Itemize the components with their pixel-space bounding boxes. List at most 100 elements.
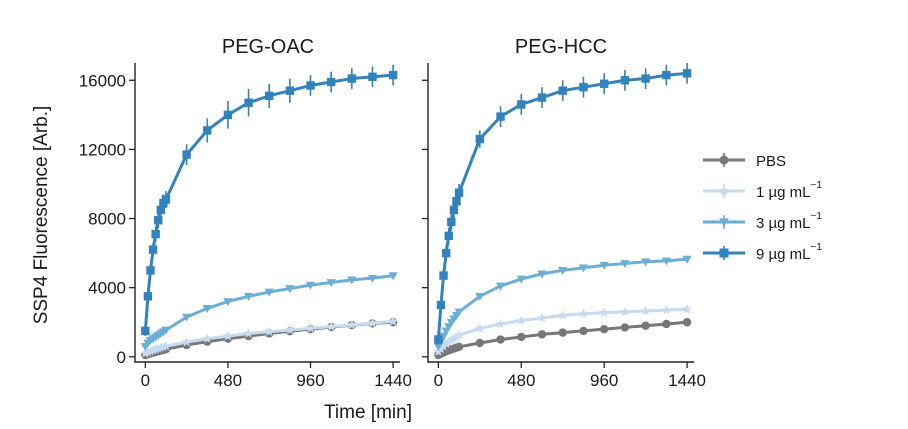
axis-lines [427, 63, 694, 363]
data-point [496, 335, 505, 344]
series-1ug [140, 316, 399, 358]
data-point [641, 258, 651, 267]
panel-peg-oac: PEG-OAC 0 4000 8000 12000 16000 0 480 960 1440 [79, 36, 412, 390]
x-tick-label: 1440 [668, 371, 706, 390]
data-point [452, 197, 461, 206]
data-point [443, 336, 454, 347]
series-9ug [141, 64, 398, 337]
data-point [447, 217, 456, 227]
data-point [495, 318, 506, 329]
data-point [448, 333, 459, 343]
data-point [243, 292, 254, 301]
data-point [682, 304, 693, 314]
x-tick-label: 960 [296, 371, 324, 390]
data-point [558, 86, 567, 95]
data-point [537, 330, 547, 339]
data-point [145, 346, 156, 356]
data-point [264, 326, 275, 336]
data-point [517, 100, 526, 109]
data-point [662, 70, 671, 80]
legend-item-3ug: 3 µg mL−1 [703, 211, 822, 232]
data-point [154, 216, 163, 225]
data-point [599, 307, 610, 317]
data-point [454, 329, 465, 340]
data-point [433, 346, 444, 356]
legend-marker [718, 185, 730, 196]
x-axis-title: Time [min] [324, 402, 412, 423]
data-point [181, 336, 192, 347]
data-point [388, 316, 399, 326]
data-point [161, 326, 171, 335]
data-point [441, 338, 452, 349]
data-point [557, 310, 568, 320]
data-point [223, 110, 233, 120]
data-point [620, 76, 630, 85]
data-point [558, 267, 568, 276]
data-point [223, 298, 233, 307]
data-point [368, 72, 377, 82]
legend-label: PBS [756, 153, 786, 170]
data-point [434, 335, 443, 344]
data-point [475, 134, 485, 144]
data-point [496, 112, 505, 121]
data-point [305, 323, 316, 333]
data-point [203, 126, 212, 135]
legend-item-1ug: 1 µg mL−1 [703, 180, 822, 201]
data-point [156, 205, 166, 215]
legend-item-9ug: 9 µg mL−1 [703, 242, 822, 263]
x-tick-label: 0 [434, 371, 443, 390]
data-point [537, 270, 547, 279]
data-point [142, 347, 153, 357]
data-point [146, 266, 155, 275]
data-point [265, 91, 274, 101]
data-point [244, 98, 253, 107]
data-point [578, 308, 589, 318]
data-point [182, 313, 192, 322]
data-point [161, 195, 171, 204]
x-tick-label: 480 [507, 371, 535, 390]
data-point [495, 282, 506, 291]
data-point [444, 231, 453, 241]
x-tick-label: 960 [590, 371, 618, 390]
x-tick-label: 0 [141, 371, 150, 390]
data-point [641, 74, 650, 83]
data-point [454, 342, 464, 351]
x-tick-label: 480 [214, 371, 242, 390]
data-point [367, 317, 378, 328]
data-point [326, 321, 337, 331]
data-point [517, 332, 526, 342]
data-point [682, 255, 692, 264]
y-axis-title: SSP4 Fluorescence [Arb.] [31, 106, 52, 325]
panel-title: PEG-OAC [222, 36, 314, 58]
legend-marker [719, 155, 729, 165]
data-point [182, 150, 191, 159]
data-point [346, 319, 357, 330]
data-point [388, 70, 398, 80]
data-point [599, 261, 609, 270]
panel-title: PEG-HCC [515, 36, 607, 58]
legend-item-PBS: PBS [703, 153, 786, 170]
panel-peg-hcc: PEG-HCC 0 480 960 1440 [422, 36, 706, 390]
data-point [682, 69, 692, 78]
data-point [620, 260, 630, 269]
data-point [475, 292, 485, 301]
data-point [662, 319, 671, 329]
data-point [641, 321, 650, 330]
data-point [537, 93, 547, 102]
series-1ug [433, 304, 693, 356]
data-point [558, 328, 567, 337]
y-tick-label: 8000 [88, 210, 126, 229]
data-point [661, 257, 671, 266]
data-point [222, 330, 233, 341]
y-tick-label: 4000 [88, 279, 126, 298]
data-point [141, 326, 150, 336]
data-point [439, 271, 448, 280]
data-point [306, 81, 315, 90]
data-point [454, 188, 464, 197]
legend-marker [719, 218, 729, 227]
legend-label: 3 µg mL−1 [756, 211, 822, 232]
data-point [579, 326, 588, 336]
data-point [438, 341, 449, 351]
data-point [264, 288, 274, 297]
